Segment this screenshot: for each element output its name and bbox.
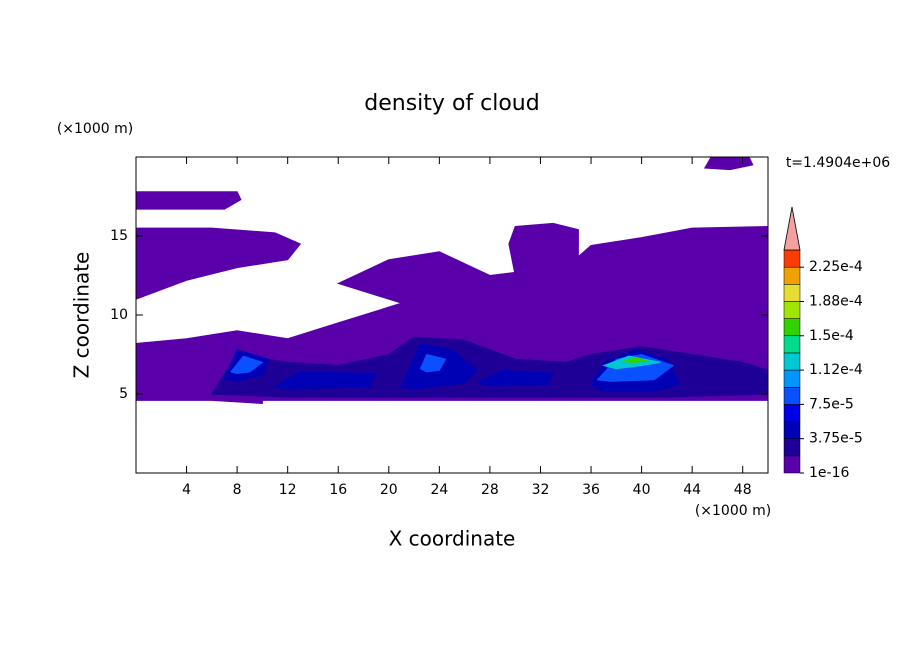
contour-region — [135, 191, 242, 210]
colorbar-box — [783, 318, 801, 337]
time-label: t=1.4904e+06 — [786, 155, 890, 171]
x-tick-label: 44 — [683, 482, 701, 498]
contour-region — [135, 227, 302, 300]
y-tick-label: 10 — [110, 307, 128, 323]
x-tick-label: 48 — [734, 482, 752, 498]
x-tick-label: 16 — [329, 482, 347, 498]
colorbar-box — [783, 301, 801, 319]
contour-region — [229, 355, 264, 374]
colorbar-tick-label: 1.5e-4 — [809, 328, 854, 344]
colorbar-box — [783, 455, 801, 474]
colorbar-tick-label: 3.75e-5 — [809, 431, 863, 447]
x-unit: (×1000 m) — [695, 503, 771, 519]
colorbar-box — [783, 335, 801, 354]
x-tick-label: 12 — [279, 482, 297, 498]
x-tick-label: 32 — [532, 482, 550, 498]
colorbar-box — [783, 352, 801, 371]
x-tick-label: 20 — [380, 482, 398, 498]
colorbar-box — [783, 369, 801, 388]
x-tick-label: 40 — [633, 482, 651, 498]
x-tick-label: 28 — [481, 482, 499, 498]
contour-region — [622, 357, 649, 363]
y-tick-label: 5 — [119, 386, 128, 402]
colorbar-box — [783, 438, 801, 457]
contour-region — [703, 156, 754, 171]
colorbar-box — [783, 404, 801, 422]
colorbar-box — [783, 266, 801, 285]
x-tick-label: 36 — [582, 482, 600, 498]
contour-region — [508, 222, 579, 284]
y-tick-label: 15 — [110, 228, 128, 244]
chart-title: density of cloud — [364, 91, 539, 116]
colorbar-box — [783, 386, 801, 405]
colorbar-box — [783, 421, 801, 439]
contour-region — [475, 369, 554, 387]
colorbar-tick-label: 2.25e-4 — [809, 259, 863, 275]
colorbar-tick-label: 1e-16 — [809, 465, 849, 481]
colorbar-box — [783, 249, 801, 268]
contour-region — [419, 353, 447, 373]
x-tick-label: 24 — [430, 482, 448, 498]
x-tick-label: 4 — [182, 482, 191, 498]
x-tick-label: 8 — [233, 482, 242, 498]
colorbar-extension — [783, 206, 801, 251]
colorbar-tick-label: 7.5e-5 — [809, 396, 854, 412]
colorbar-tick-label: 1.12e-4 — [809, 362, 863, 378]
colorbar-tick-label: 1.88e-4 — [809, 293, 863, 309]
colorbar-box — [783, 284, 801, 302]
y-axis-label: Z coordinate — [70, 252, 94, 379]
x-axis-label: X coordinate — [389, 527, 516, 551]
contour-region — [273, 371, 377, 390]
y-unit: (×1000 m) — [57, 121, 133, 137]
